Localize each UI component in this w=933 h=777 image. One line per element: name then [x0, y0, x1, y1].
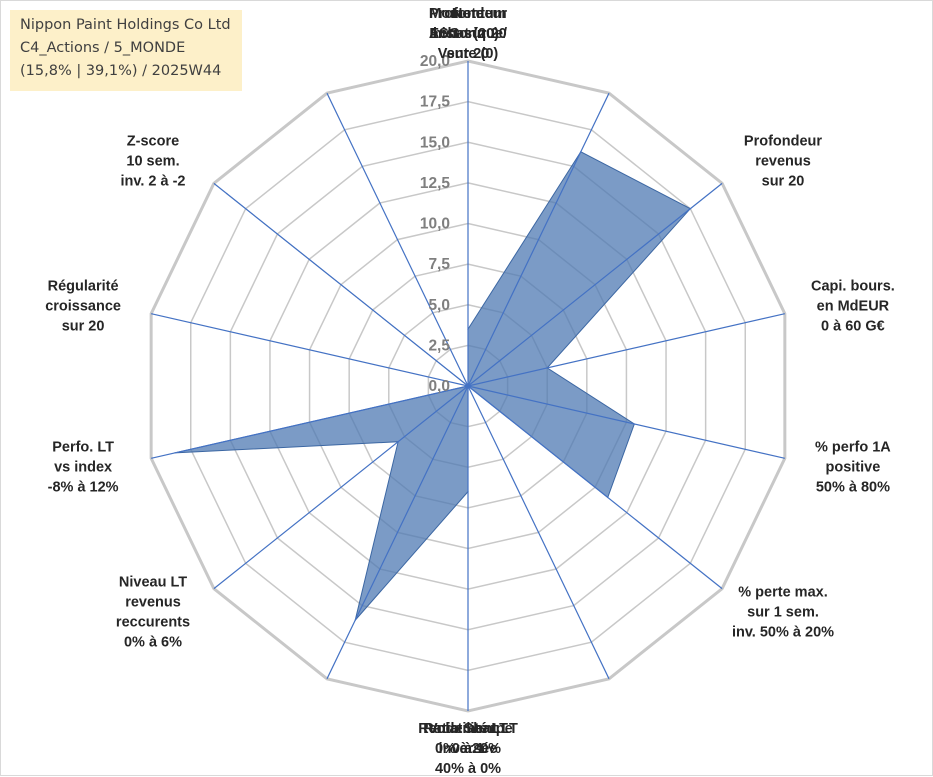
radial-tick-labels: 0,0 2,5 5,0 7,5 10,0 12,5 15,0 17,5 20,0: [420, 53, 451, 395]
category-label: Régularité croissance sur 20: [45, 278, 121, 334]
category-label-line: 0% à 20%: [435, 741, 501, 757]
category-label-line: en MdEUR: [817, 298, 890, 314]
radar-spoke: [213, 385, 469, 590]
category-label-line: 50% à 80%: [816, 480, 890, 496]
category-label-line: reccurents: [116, 615, 190, 631]
category-label: Perfo. LT vs index -8% à 12%: [48, 440, 119, 496]
category-label: Ratio Sharpe 0 à 1: [423, 721, 512, 757]
category-label: Profondeur revenus sur 20: [744, 133, 822, 189]
radar-spoke: [467, 385, 610, 680]
category-labels: Note ESG sur 20 Profondeur historique sur 20…: [45, 6, 895, 777]
category-label-line: Vente (0): [438, 46, 499, 62]
radar-spoke: [467, 182, 723, 387]
category-label-line: Profondeur: [429, 6, 507, 22]
category-label-line: Note: [452, 6, 484, 22]
radar-spoke: [151, 313, 469, 387]
performance-period: (15,8% | 39,1%) / 2025W44: [20, 63, 222, 79]
category-label-line: Niveau LT: [119, 575, 187, 591]
category-label-line: 10 sem.: [126, 153, 179, 169]
category-label-line: 0 à 1: [452, 741, 484, 757]
category-label-line: 0 à 60 G€: [821, 318, 885, 334]
category-label-line: revenus: [125, 595, 181, 611]
category-label: Niveau LT revenus reccurents 0% à 6%: [116, 575, 190, 651]
tick-label: 20,0: [420, 53, 450, 70]
category-label: Z-score 10 sem. inv. 2 à -2: [120, 133, 185, 189]
category-label-line: ESG sur 20: [429, 26, 506, 42]
category-label-line: sur 20: [62, 318, 105, 334]
category-label-line: Régularité: [48, 278, 119, 294]
category-label-line: 40% à 0%: [435, 761, 501, 777]
category-label-line: inversée: [439, 741, 498, 757]
category-label: % perte max. sur 1 sem. inv. 50% à 20%: [732, 585, 834, 641]
category-label: Momentum Achat (20) / Vente (0): [429, 6, 507, 62]
radar-spoke: [467, 385, 723, 590]
company-name: Nippon Paint Holdings Co Ltd: [20, 17, 231, 33]
category-label-line: % perte max.: [738, 585, 827, 601]
category-label-line: Volatilité LT: [428, 721, 508, 737]
category-label-line: 0% à 6%: [124, 635, 182, 651]
tick-label: 12,5: [420, 175, 451, 192]
category-label-line: positive: [826, 460, 881, 476]
tick-label: 7,5: [428, 256, 450, 273]
category-label-line: inv. 2 à -2: [120, 173, 185, 189]
tick-label: 5,0: [428, 297, 450, 314]
category-label-line: -8% à 12%: [48, 480, 119, 496]
category-label-line: Perfo. LT: [52, 440, 114, 456]
radar-spokes: [151, 61, 785, 711]
radar-spoke: [467, 92, 610, 387]
category-label-line: sur 20: [447, 46, 490, 62]
radar-spoke: [213, 182, 469, 387]
category-label: % perfo 1A positive 50% à 80%: [815, 440, 891, 496]
category-label-line: Rendement LT: [418, 721, 518, 737]
category-label-line: Profondeur: [744, 133, 822, 149]
category-label: Capi. bours. en MdEUR 0 à 60 G€: [811, 278, 895, 334]
radar-spoke: [467, 313, 785, 387]
category-label-line: Capi. bours.: [811, 278, 895, 294]
category-label-line: croissance: [45, 298, 121, 314]
category-label: Note ESG sur 20: [429, 6, 506, 42]
tick-label: 10,0: [420, 216, 450, 233]
category-label: Volatilité LT inversée 40% à 0%: [428, 721, 508, 777]
category-label-line: Ratio Sharpe: [423, 721, 512, 737]
tick-label: 0,0: [428, 378, 450, 395]
category-label-line: inv. 50% à 20%: [732, 625, 834, 641]
radar-spoke: [326, 385, 469, 680]
portfolio-name: C4_Actions / 5_MONDE: [20, 40, 186, 56]
category-label-line: % perfo 1A: [815, 440, 891, 456]
category-label-line: Z-score: [127, 133, 179, 149]
category-label-line: vs index: [54, 460, 112, 476]
category-label-line: historique: [433, 26, 503, 42]
category-label: Rendement LT 0% à 20%: [418, 721, 518, 757]
radar-spoke: [326, 92, 469, 387]
radar-spoke: [151, 385, 469, 459]
category-label-line: sur 20: [762, 173, 805, 189]
category-label-line: sur 1 sem.: [747, 605, 819, 621]
category-label-line: Achat (20) /: [429, 26, 507, 42]
tick-label: 2,5: [428, 337, 450, 354]
tick-label: 17,5: [420, 94, 451, 111]
title-box: Nippon Paint Holdings Co Ltd C4_Actions …: [10, 10, 242, 91]
category-label: Profondeur historique sur 20: [429, 6, 507, 62]
tick-label: 15,0: [420, 134, 450, 151]
category-label-line: revenus: [755, 153, 811, 169]
category-label-line: Momentum: [429, 6, 506, 22]
radar-spoke: [467, 385, 785, 459]
